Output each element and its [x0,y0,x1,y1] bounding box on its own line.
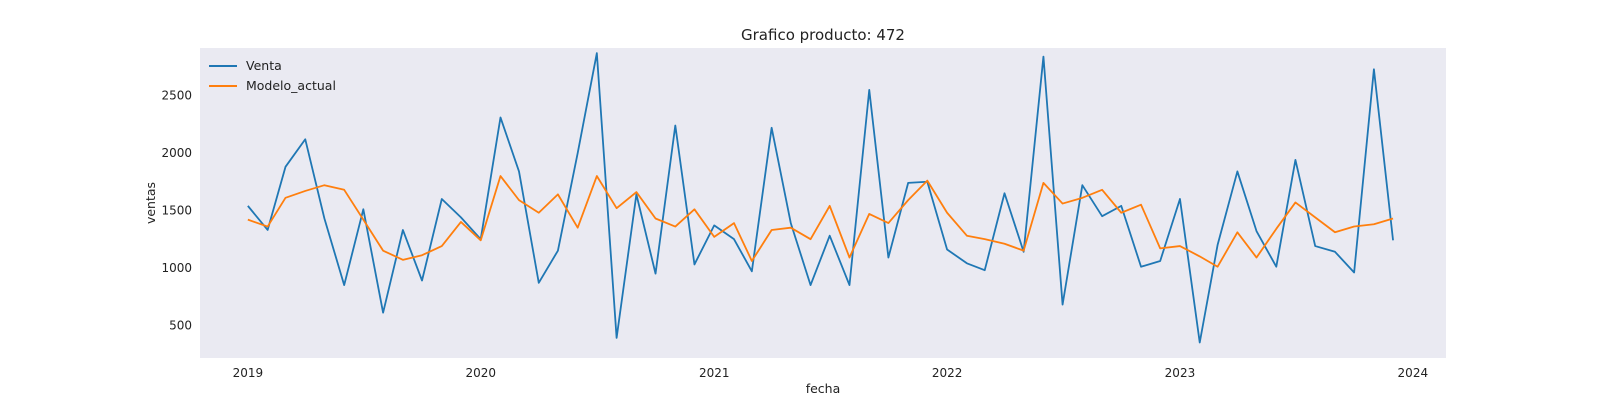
x-tick-label: 2021 [699,366,730,380]
x-axis-label: fecha [806,381,841,396]
series-layer [247,52,1394,344]
y-tick-label: 2000 [161,146,192,160]
legend: Venta Modelo_actual [209,58,336,93]
series-line-venta [247,52,1394,344]
x-tick-label: 2022 [932,366,963,380]
y-tick-label: 500 [169,318,192,332]
x-tick-label: 2023 [1165,366,1196,380]
y-tick-label: 1000 [161,261,192,275]
x-axis-ticks: 2019 2020 2021 2022 2023 2024 [233,366,1429,380]
plot-area [200,48,1446,358]
y-axis-ticks: 500 1000 1500 2000 2500 [161,89,192,333]
y-tick-label: 1500 [161,203,192,217]
x-tick-label: 2020 [465,366,496,380]
y-tick-label: 2500 [161,89,192,103]
series-line-modelo-actual [247,175,1394,268]
y-axis-label: ventas [143,182,158,224]
chart-title: Grafico producto: 472 [741,26,905,44]
legend-label: Venta [246,58,282,73]
x-tick-label: 2019 [233,366,264,380]
legend-label: Modelo_actual [246,78,336,93]
x-tick-label: 2024 [1398,366,1429,380]
